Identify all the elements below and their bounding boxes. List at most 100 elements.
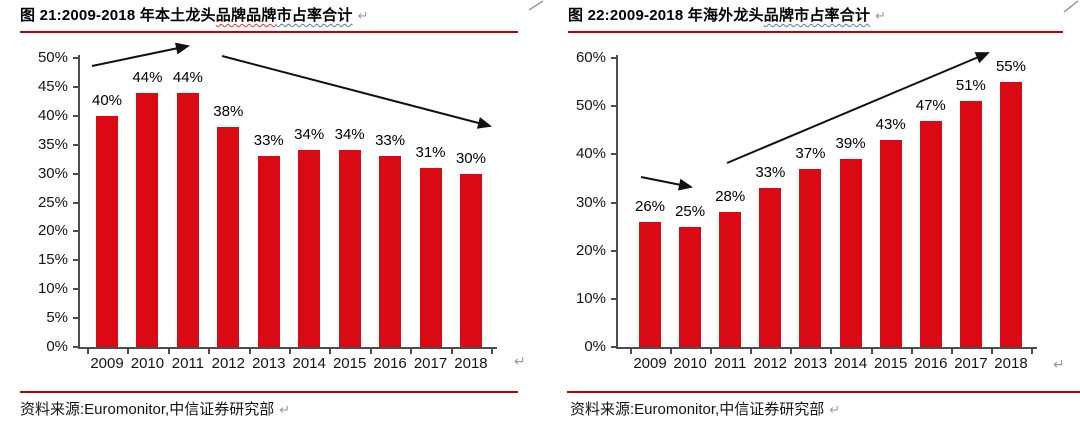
x-tick bbox=[288, 349, 291, 354]
bar-value-label: 44% bbox=[132, 68, 163, 86]
y-tick-label: 10% bbox=[37, 280, 68, 298]
y-tick bbox=[611, 57, 616, 59]
bar bbox=[176, 92, 199, 347]
y-tick bbox=[611, 201, 616, 204]
bar-value-label: 26% bbox=[634, 197, 666, 215]
bar-value-label: 33% bbox=[375, 132, 406, 150]
bar-value-label: 47% bbox=[915, 96, 946, 114]
y-tick bbox=[73, 201, 78, 204]
x-tick bbox=[491, 349, 494, 354]
y-tick bbox=[73, 172, 78, 175]
x-tick bbox=[790, 349, 793, 354]
y-tick bbox=[73, 259, 78, 262]
bar bbox=[459, 173, 482, 347]
bar-value-label: 33% bbox=[253, 132, 284, 150]
x-tick bbox=[410, 349, 413, 354]
y-tick-label: 30% bbox=[37, 164, 68, 182]
x-tick bbox=[450, 349, 453, 354]
y-tick-label: 10% bbox=[575, 289, 606, 307]
y-tick-label: 25% bbox=[37, 193, 68, 211]
chart-title: 图 22:2009-2018 年海外龙头品牌市占率合计 ↵ bbox=[568, 4, 886, 25]
bar bbox=[719, 212, 742, 347]
x-tick bbox=[670, 349, 673, 354]
y-tick-label: 40% bbox=[37, 106, 68, 124]
bar-value-label: 39% bbox=[835, 135, 866, 153]
x-tick bbox=[127, 349, 130, 354]
bar bbox=[217, 127, 240, 347]
y-tick-label: 50% bbox=[37, 49, 68, 66]
y-tick-label: 20% bbox=[37, 222, 68, 240]
figure-21: 图 21:2009-2018 年本土龙头品牌品牌市占率合计 ↵ 0% 5% 10% 15… bbox=[20, 4, 526, 419]
year-label: 2012 bbox=[211, 355, 245, 372]
y-tick bbox=[73, 346, 78, 348]
chart-title-text: 图 21:2009-2018 年本土龙头 bbox=[20, 7, 216, 24]
year-label: 2012 bbox=[753, 355, 788, 372]
bar-value-label: 30% bbox=[455, 149, 486, 167]
x-tick bbox=[248, 349, 251, 354]
bar-value-label: 43% bbox=[875, 115, 906, 133]
bar bbox=[839, 159, 862, 347]
bar-value-label: 51% bbox=[955, 77, 986, 95]
year-label: 2009 bbox=[633, 355, 667, 372]
return-mark-icon: ↵ bbox=[875, 8, 887, 23]
y-tick bbox=[73, 114, 78, 117]
x-tick bbox=[208, 349, 211, 354]
year-label: 2014 bbox=[833, 355, 868, 372]
source-note: 资料来源:Euromonitor,中信证券研究部 ↵ bbox=[20, 398, 290, 419]
source-text: 资料来源:Euromonitor,中信证券研究部 bbox=[20, 401, 275, 418]
y-tick-label: 50% bbox=[575, 97, 606, 115]
bar-value-label: 34% bbox=[334, 126, 365, 144]
y-tick-label: 20% bbox=[575, 241, 606, 259]
y-tick bbox=[73, 57, 78, 59]
chart-title: 图 21:2009-2018 年本土龙头品牌品牌市占率合计 ↵ bbox=[20, 4, 369, 25]
y-tick bbox=[611, 153, 616, 156]
y-tick-label: 0% bbox=[584, 338, 606, 355]
bar-value-label: 55% bbox=[995, 58, 1026, 76]
x-tick bbox=[1031, 349, 1034, 354]
chart-title-text-spellcheck-red: 品牌品牌 bbox=[215, 7, 277, 24]
x-tick bbox=[629, 349, 632, 354]
year-label: 2017 bbox=[413, 355, 448, 372]
year-label: 2010 bbox=[130, 355, 165, 372]
plot-area: 0% 10% 20% 30% 40% 50% 60% 26% 2009 25% 2010 28% 201… bbox=[548, 0, 1080, 426]
source-divider bbox=[20, 391, 518, 393]
bar bbox=[96, 115, 118, 347]
year-label: 2010 bbox=[673, 355, 707, 372]
x-tick bbox=[329, 349, 332, 354]
y-tick bbox=[611, 105, 616, 108]
bar bbox=[999, 82, 1022, 347]
bar-value-label: 44% bbox=[172, 68, 203, 86]
year-label: 2018 bbox=[994, 355, 1028, 372]
year-label: 2011 bbox=[714, 355, 747, 372]
bar-value-label: 34% bbox=[294, 126, 325, 144]
plot-area: 0% 5% 10% 15% 20% 25% 30% 35% 40% 45% 50% 40% 2009 44… bbox=[37, 49, 497, 372]
bar bbox=[257, 156, 280, 347]
y-tick-label: 45% bbox=[37, 77, 68, 95]
bar bbox=[679, 226, 702, 347]
bar-value-label: 33% bbox=[755, 164, 786, 182]
y-tick bbox=[73, 230, 78, 233]
y-tick bbox=[611, 346, 616, 348]
bar bbox=[338, 150, 361, 347]
bar bbox=[379, 156, 402, 347]
return-mark-icon: ↵ bbox=[279, 402, 291, 417]
chart-title-text: 图 22:2009-2018 年海外龙头 bbox=[568, 7, 764, 24]
bar bbox=[959, 101, 982, 347]
x-tick bbox=[830, 349, 833, 354]
y-tick-label: 0% bbox=[46, 338, 68, 355]
bar bbox=[919, 120, 942, 347]
x-tick bbox=[710, 349, 713, 354]
bar bbox=[419, 167, 442, 347]
x-tick bbox=[369, 349, 372, 354]
bar-value-label: 28% bbox=[715, 188, 746, 206]
year-label: 2015 bbox=[332, 355, 367, 372]
return-mark-icon: ↵ bbox=[514, 353, 526, 369]
y-tick bbox=[73, 85, 78, 88]
return-mark-icon: ↵ bbox=[829, 402, 841, 417]
return-mark-icon: ↵ bbox=[1053, 356, 1065, 372]
y-tick bbox=[611, 249, 616, 252]
y-tick-label: 40% bbox=[575, 145, 606, 163]
year-label: 2009 bbox=[90, 355, 124, 372]
y-tick-label: 30% bbox=[575, 193, 606, 211]
